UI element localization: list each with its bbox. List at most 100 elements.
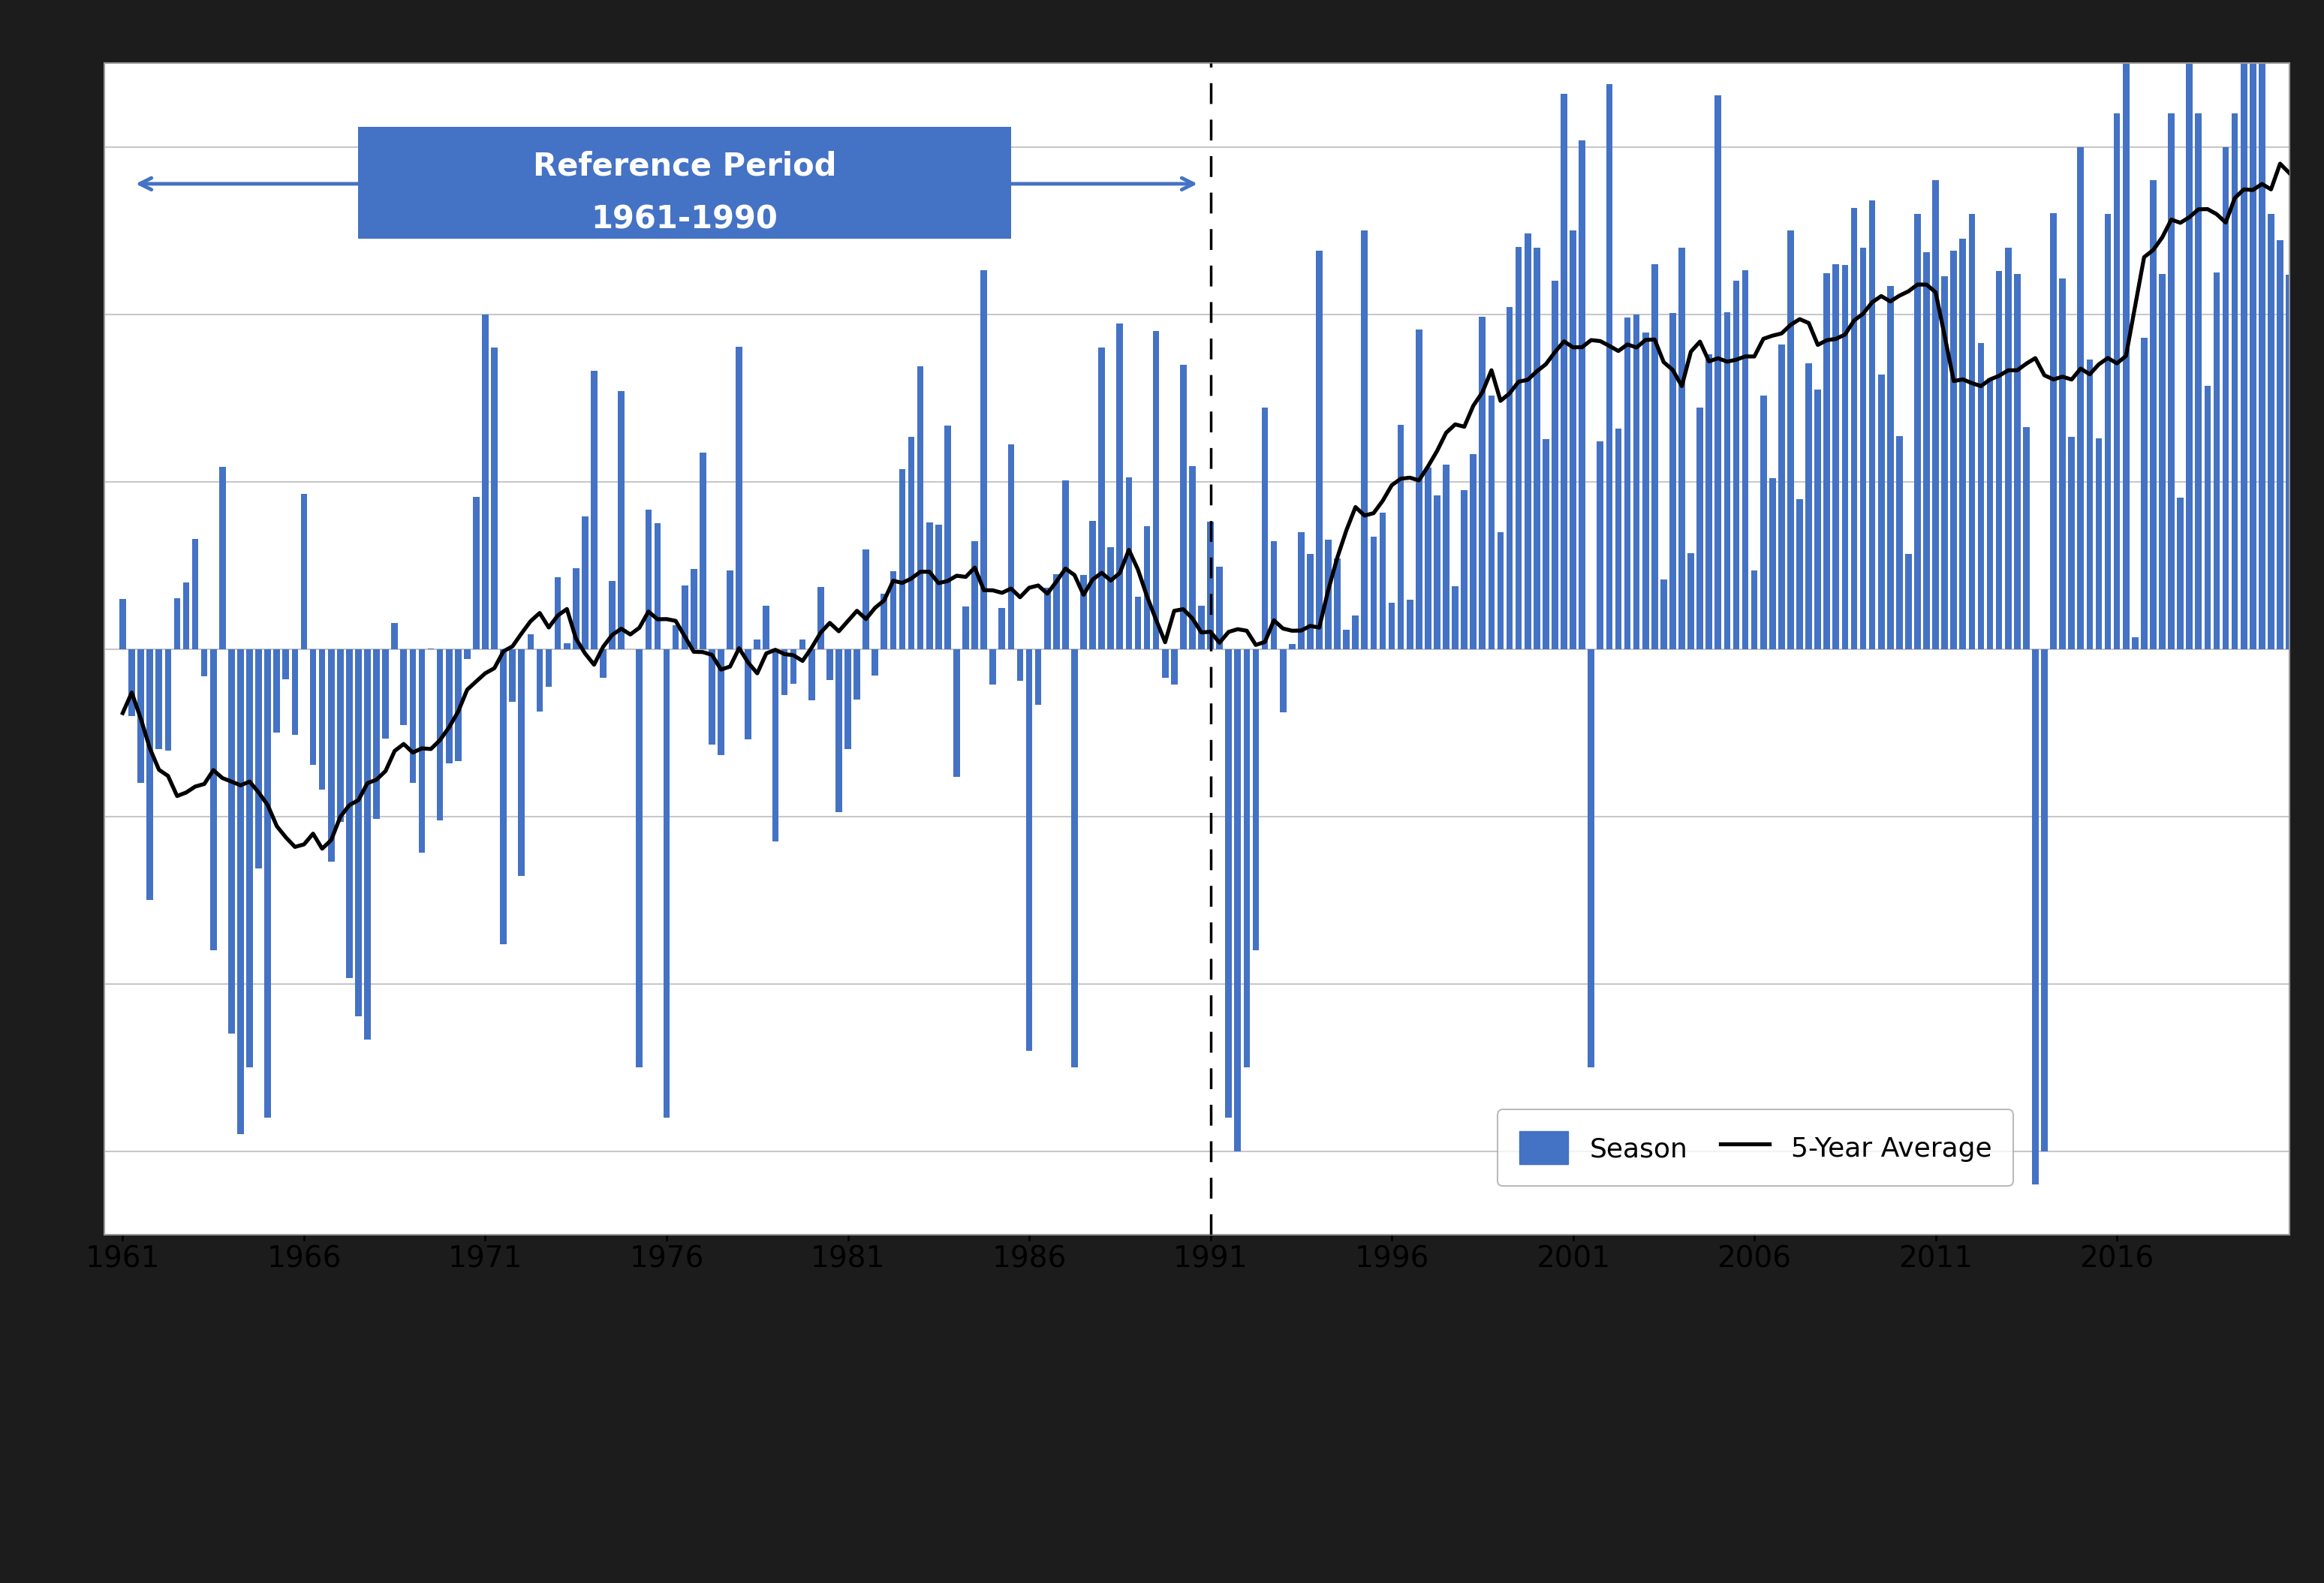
Bar	[174, 598, 181, 649]
Bar	[481, 315, 488, 649]
Bar	[1290, 644, 1294, 649]
Bar	[500, 649, 507, 945]
Bar	[1109, 548, 1113, 649]
Bar	[365, 649, 372, 1040]
Bar	[2040, 649, 2047, 1151]
Bar	[1850, 207, 1857, 649]
Bar	[1443, 465, 1450, 649]
Bar	[165, 649, 172, 750]
Bar	[1380, 513, 1385, 649]
Bar	[1452, 586, 1459, 649]
Bar	[1053, 575, 1060, 649]
Bar	[1578, 141, 1585, 649]
Bar	[637, 649, 644, 1067]
Bar	[465, 649, 469, 659]
Bar	[209, 649, 216, 950]
Bar	[2059, 279, 2066, 649]
Bar	[318, 649, 325, 790]
Bar	[2031, 649, 2038, 1184]
Bar	[146, 649, 153, 901]
Bar	[2113, 114, 2119, 649]
Bar	[1343, 630, 1350, 649]
Bar	[1841, 264, 1848, 649]
Bar	[2212, 272, 2219, 649]
Bar	[1190, 467, 1195, 649]
Bar	[862, 549, 869, 649]
Bar	[2006, 247, 2010, 649]
Bar	[1634, 315, 1641, 649]
Bar	[1706, 355, 1713, 649]
Bar	[1471, 454, 1476, 649]
Bar	[418, 649, 425, 853]
Bar	[1868, 201, 1875, 649]
Bar	[1515, 247, 1522, 649]
Bar	[1659, 579, 1666, 649]
Bar	[1162, 649, 1169, 678]
Bar	[1941, 277, 1948, 649]
Bar	[1743, 271, 1748, 649]
Bar	[184, 583, 191, 649]
Bar	[681, 586, 688, 649]
Bar	[2259, 63, 2266, 649]
Bar	[790, 649, 797, 684]
Bar	[256, 649, 263, 869]
Bar	[293, 649, 297, 735]
Bar	[1896, 437, 1903, 649]
Bar	[1315, 250, 1322, 649]
Bar	[718, 649, 725, 755]
Bar	[1025, 649, 1032, 1051]
Bar	[1281, 649, 1285, 712]
Bar	[872, 649, 878, 676]
Bar	[1968, 214, 1975, 649]
Bar	[2022, 427, 2029, 649]
Bar	[1687, 552, 1694, 649]
Bar	[809, 649, 816, 700]
Bar	[1081, 575, 1088, 649]
Bar	[1125, 476, 1132, 649]
Bar	[356, 649, 363, 1016]
Bar	[1652, 264, 1657, 649]
Bar	[1824, 274, 1829, 649]
Bar	[518, 649, 525, 875]
Bar	[1543, 438, 1550, 649]
Bar	[1134, 597, 1141, 649]
Bar	[1834, 264, 1838, 649]
Bar	[328, 649, 335, 863]
Bar	[1678, 247, 1685, 649]
Bar	[909, 437, 916, 649]
Bar	[2159, 274, 2166, 649]
Bar	[537, 649, 544, 711]
Bar	[1859, 247, 1866, 649]
Bar	[2131, 638, 2138, 649]
Bar	[1715, 95, 1722, 649]
Bar	[746, 649, 751, 739]
Bar	[1353, 616, 1360, 649]
Bar	[456, 649, 462, 761]
Bar	[2140, 337, 2147, 649]
Bar	[1199, 606, 1204, 649]
Bar	[228, 649, 235, 1034]
Bar	[753, 640, 760, 649]
Bar	[1018, 649, 1023, 681]
Bar	[1552, 280, 1557, 649]
Bar	[1406, 600, 1413, 649]
Bar	[590, 370, 597, 649]
Bar	[1334, 559, 1341, 649]
Bar	[2078, 147, 2085, 649]
Bar	[1587, 649, 1594, 1067]
Bar	[918, 366, 923, 649]
Bar	[572, 568, 579, 649]
Bar	[1534, 247, 1541, 649]
Bar	[337, 649, 344, 822]
Bar	[1525, 233, 1532, 649]
Bar	[300, 494, 307, 649]
Bar	[437, 649, 444, 820]
Bar	[565, 643, 569, 649]
Bar	[284, 649, 288, 679]
Bar	[934, 526, 941, 649]
Bar	[1225, 649, 1232, 1118]
Bar	[474, 497, 479, 649]
Bar	[2187, 63, 2192, 649]
Bar	[1562, 93, 1566, 649]
Bar	[383, 649, 388, 738]
